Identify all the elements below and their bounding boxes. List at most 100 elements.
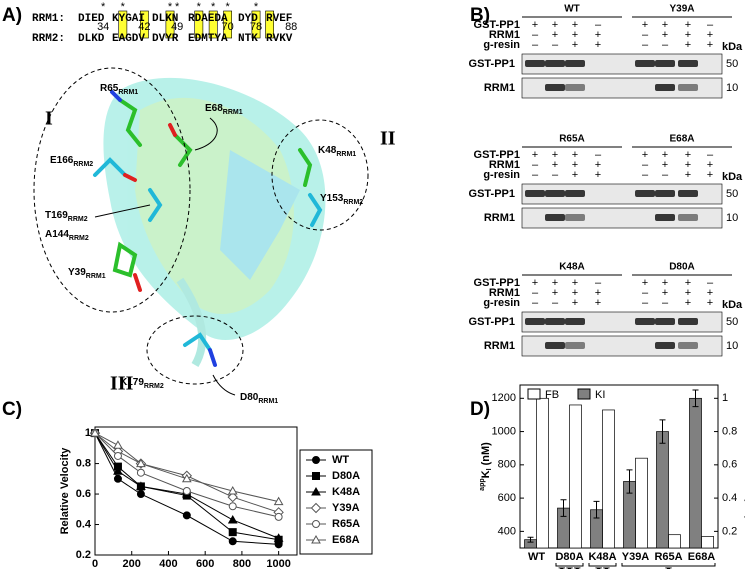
region-label: I — [45, 108, 53, 130]
lane-sign: + — [662, 287, 668, 299]
x-tick-label: K48A — [588, 551, 616, 563]
gel-band — [565, 342, 585, 349]
region-outlines — [33, 67, 369, 385]
error-bar — [593, 500, 600, 519]
lane-sign: + — [572, 19, 578, 31]
y-tick-label: 0.2 — [76, 549, 91, 561]
protein-cartoon — [103, 77, 326, 368]
region-label: II — [380, 128, 396, 150]
residue-label: A144RRM2 — [45, 229, 89, 242]
gel-band — [545, 84, 565, 91]
lane-sign: + — [595, 287, 601, 299]
data-point — [113, 451, 122, 460]
gel-strip — [521, 335, 723, 357]
gel-band — [655, 84, 675, 91]
highlight-box — [223, 10, 232, 39]
data-point — [227, 485, 238, 495]
group-bracket — [621, 563, 716, 567]
data-point — [273, 533, 284, 542]
gel-band — [565, 318, 585, 325]
legend-marker — [311, 534, 321, 544]
marker-label: 50 — [726, 188, 738, 200]
error-bar — [659, 419, 666, 444]
row-label: g-resin — [483, 297, 520, 309]
lane-sign: + — [707, 297, 713, 309]
panel-label: D) — [470, 399, 490, 420]
gel-strip — [521, 183, 723, 205]
sequence-group: RVKV — [266, 33, 293, 45]
sequence-group: EAGDV — [112, 33, 145, 45]
bar — [668, 534, 681, 549]
y-tick-label: 1000 — [492, 425, 516, 437]
legend-marker — [312, 472, 320, 480]
lane-sign: + — [685, 287, 691, 299]
lane-sign: + — [642, 277, 648, 289]
mutant-header: E68A — [669, 134, 694, 145]
lane-sign: + — [685, 169, 691, 181]
lane-sign: + — [532, 277, 538, 289]
residue-label: K179RRM2 — [120, 377, 164, 390]
residue-label: D80RRM1 — [240, 392, 278, 405]
y-tick-label: 0.8 — [76, 457, 91, 469]
highlight-box — [140, 10, 149, 39]
marker-label: 50 — [726, 58, 738, 70]
error-bar — [626, 469, 633, 494]
conservation-star: * — [101, 1, 106, 13]
gel-band — [678, 84, 698, 91]
lane-sign: + — [685, 39, 691, 51]
lane-sign: + — [572, 287, 578, 299]
gel-band — [565, 214, 585, 221]
data-point — [113, 440, 123, 449]
lane-sign: – — [532, 29, 539, 41]
lane-sign: + — [595, 297, 601, 309]
gel-band — [678, 318, 698, 325]
lane-sign: + — [685, 297, 691, 309]
lane-sign: + — [595, 29, 601, 41]
legend-marker — [311, 486, 321, 496]
legend-marker — [310, 502, 322, 514]
residue-number: 78 — [250, 21, 262, 33]
data-point — [113, 474, 122, 483]
lane-sign: + — [532, 19, 538, 31]
error-bar — [527, 536, 534, 543]
panel-label: A) — [2, 5, 22, 26]
lane-sign: + — [707, 159, 713, 171]
data-point — [273, 496, 284, 506]
residue-number: 70 — [221, 21, 233, 33]
bar — [656, 431, 669, 549]
y2-tick-label: 0.8 — [722, 425, 737, 437]
residue-name: R65 — [100, 83, 119, 94]
gel-band — [525, 60, 545, 67]
data-point — [136, 468, 145, 477]
lane-sign: + — [532, 149, 538, 161]
conservation-star: * — [225, 1, 230, 13]
lane-sign: – — [707, 149, 714, 161]
gel-band — [545, 214, 565, 221]
conservation-star: * — [197, 1, 202, 13]
gel-strip — [521, 311, 723, 333]
lane-sign: + — [662, 29, 668, 41]
row-label: GST-PP1 — [474, 277, 520, 289]
legend-label: E68A — [332, 534, 360, 546]
marker-label: 50 — [726, 316, 738, 328]
residue-label: E68RRM1 — [205, 103, 243, 116]
lane-sign: – — [532, 297, 539, 309]
residue-name: A144 — [45, 229, 69, 240]
gel-band — [545, 318, 565, 325]
residue-subscript: RRM2 — [144, 383, 164, 390]
lane-sign: + — [642, 149, 648, 161]
marker-label: 10 — [726, 340, 738, 352]
residue-name: Y39 — [68, 267, 86, 278]
lane-sign: – — [642, 287, 649, 299]
lane-sign: + — [572, 169, 578, 181]
pointer-arrows — [94, 117, 236, 396]
lane-sign: + — [662, 19, 668, 31]
x-tick-label: D80A — [555, 551, 583, 563]
lane-sign: + — [552, 149, 558, 161]
lane-sign: – — [642, 297, 649, 309]
conservation-star: * — [211, 1, 216, 13]
row-label: RRM1 — [489, 287, 520, 299]
data-point — [182, 487, 191, 495]
gel-band — [655, 214, 675, 221]
